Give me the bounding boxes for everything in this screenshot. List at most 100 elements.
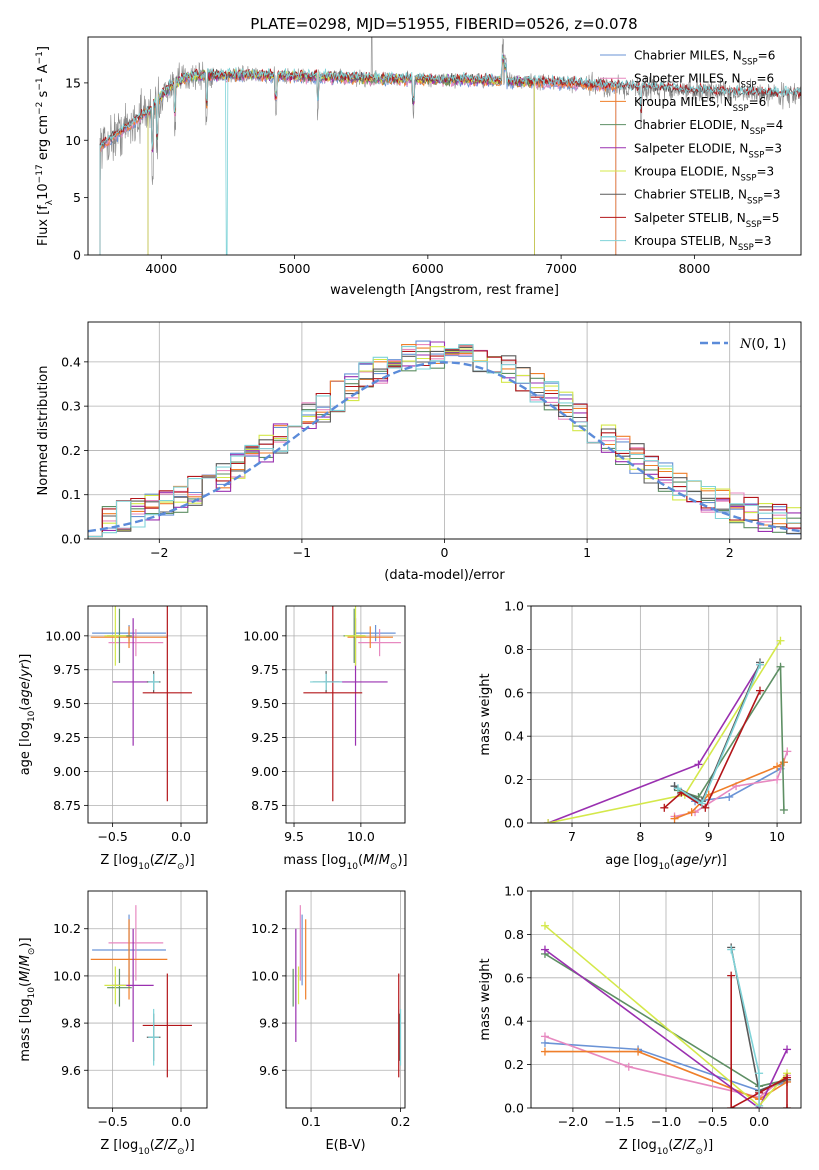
label-part: ⊙ (695, 1147, 703, 1157)
y-tick-label: 8.75 (53, 798, 81, 813)
label-part: ⊙ (177, 1147, 185, 1157)
x-tick-label: 0.1 (301, 1114, 321, 1129)
y-tick-label: 9.50 (251, 696, 279, 711)
x-tick-label: 5000 (279, 261, 311, 276)
model-spectrum (99, 54, 801, 255)
y-axis-label: mass weight (478, 673, 493, 755)
x-tick-label: −1 (293, 545, 311, 560)
axes-frame (530, 605, 802, 824)
y-tick-label: 0.2 (504, 1057, 524, 1072)
label-part: Z (686, 1138, 697, 1153)
y-tick-label: 1.0 (504, 599, 524, 614)
label-part: )] (185, 853, 195, 868)
y-tick-label: 0.0 (504, 1101, 524, 1116)
gauss-params: (0, 1) (751, 337, 786, 352)
x-tick-label: 0.0 (171, 1114, 191, 1129)
axes-frame (530, 890, 802, 1109)
y-tick-label: 10.00 (45, 628, 81, 643)
y-tick-label: 0.6 (504, 685, 524, 700)
gauss-N: N (739, 337, 752, 352)
y-tick-label: 0.0 (504, 816, 524, 831)
label-part: )] (717, 853, 727, 868)
x-tick-label: −0.5 (97, 829, 127, 844)
label-part: A (36, 64, 51, 77)
y-tick-label: 15 (65, 75, 81, 90)
legend-sub: SSP (741, 81, 757, 91)
legend-label: Salpeter ELODIE, NSSP=3 (634, 141, 782, 160)
label-part: / (682, 1138, 687, 1153)
y-tick-label: 10.00 (243, 628, 279, 643)
label-part: / (374, 853, 379, 868)
legend-nssp: =4 (766, 118, 784, 132)
x-axis-label: Z [log10(Z/Z⊙)] (100, 1138, 194, 1157)
x-tick-label: 0.2 (391, 1114, 411, 1129)
legend-model: Kroupa MILES, N (634, 95, 733, 109)
y-tick-label: 1.0 (504, 884, 524, 899)
label-part: yr (703, 853, 719, 868)
label-part: )] (397, 853, 407, 868)
label-part: ( (18, 982, 33, 987)
label-part: 10 (27, 987, 37, 999)
axes-frame (87, 36, 802, 256)
x-tick-label: −0.5 (97, 1114, 127, 1129)
x-tick-label: 1 (583, 545, 591, 560)
legend-nssp: =3 (763, 188, 781, 202)
gaussian-curve (88, 361, 801, 533)
legend-nssp: =3 (754, 234, 772, 248)
y-tick-label: 0.8 (504, 927, 524, 942)
legend-nssp: =3 (764, 141, 782, 155)
label-part: Z (154, 853, 165, 868)
x-tick-label: 10 (769, 829, 785, 844)
legend-label: Chabrier MILES, NSSP=6 (634, 49, 775, 68)
x-axis-label: Z [log10(Z/Z⊙)] (619, 1138, 713, 1157)
label-part: −1 (35, 51, 45, 64)
legend-label: Kroupa MILES, NSSP=6 (634, 95, 766, 114)
legend-label: Chabrier ELODIE, NSSP=4 (634, 118, 783, 137)
label-part: mass weight (478, 673, 493, 755)
x-tick-label: 9.5 (284, 829, 304, 844)
y-tick-label: 9.8 (259, 1016, 279, 1031)
label-part: 10 (138, 862, 150, 872)
label-part: age [log (605, 853, 658, 868)
x-axis-label: E(B-V) (325, 1138, 365, 1153)
legend-nssp: =6 (756, 72, 774, 86)
label-part: 10 (657, 1147, 669, 1157)
label-part: −17 (35, 164, 45, 183)
label-part: / (164, 853, 169, 868)
label-part: Z [log (100, 853, 138, 868)
y-tick-label: 9.6 (61, 1063, 81, 1078)
axes-residuals: −2 −1 0 1 2 0.0 0.1 0.2 0.3 0.4 (data-model)/error… (36, 321, 802, 583)
label-part: M (363, 853, 374, 868)
label-part: )] (703, 1138, 713, 1153)
y-tick-label: 10.2 (53, 921, 81, 936)
y-tick-label: 9.25 (53, 730, 81, 745)
y-tick-label: 10 (65, 133, 81, 148)
y-tick-label: 10.0 (53, 968, 81, 983)
y-tick-label: 0.6 (504, 970, 524, 985)
label-part: E(B-V) (325, 1138, 365, 1153)
label-part: ⊙ (27, 948, 37, 956)
y-tick-label: 0.4 (61, 354, 81, 369)
y-tick-label: 0.8 (504, 642, 524, 657)
y-tick-label: 0 (73, 248, 81, 263)
y-tick-label: 8.75 (251, 798, 279, 813)
x-axis-label: (data-model)/error (384, 568, 505, 583)
label-part: Z (167, 853, 178, 868)
legend-sub: SSP (742, 58, 758, 68)
label-part: )] (185, 1138, 195, 1153)
label-part: 10 (347, 862, 359, 872)
axes-frame (285, 605, 406, 824)
label-part: ( (150, 1138, 155, 1153)
label-part: )] (18, 654, 33, 664)
y-tick-label: 9.75 (251, 662, 279, 677)
y-tick-label: 0.2 (61, 443, 81, 458)
y-axis-label: Flux [fλ10−17 erg cm−2 s−1 A−1] (35, 46, 55, 246)
y-tick-label: 9.50 (53, 696, 81, 711)
y-tick-label: 0.4 (504, 729, 524, 744)
label-part: age (18, 681, 33, 705)
label-part: / (699, 853, 704, 868)
